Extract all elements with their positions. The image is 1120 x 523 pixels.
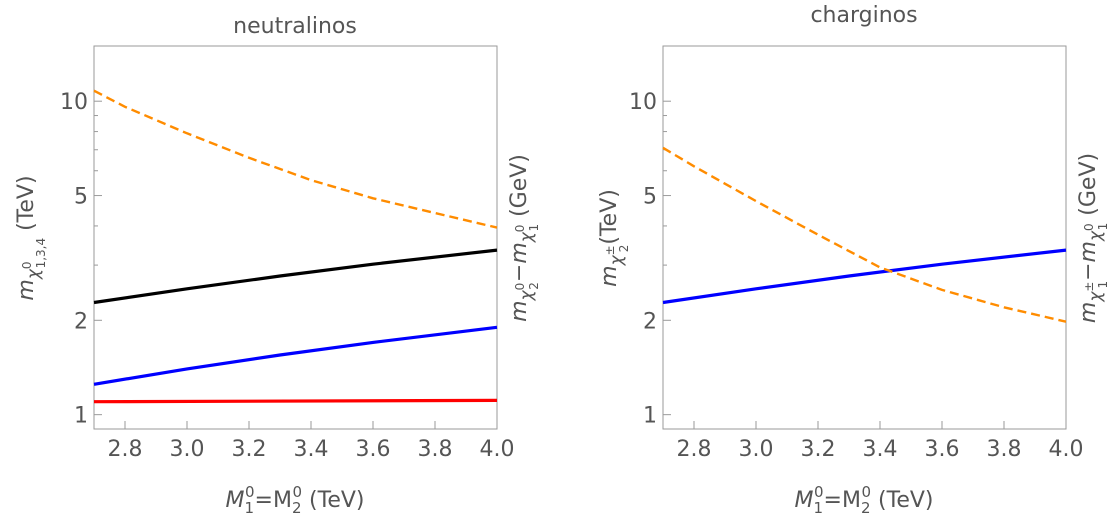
panel-title: neutralinos	[233, 14, 357, 39]
y-tick-label: 5	[643, 185, 657, 210]
series-line	[93, 398, 498, 404]
y-axis-label-left: mχ±2(TeV)	[597, 189, 631, 287]
plot-frame	[93, 45, 498, 430]
x-tick-label: 3.8	[987, 437, 1022, 462]
y-axis-label-right: mχ02−mχ01 (GeV)	[507, 154, 541, 322]
x-tick-label: 3.0	[739, 437, 774, 462]
x-axis-ticks: 2.8 3.0 3.2 3.4 3.6 3.8 4.0	[108, 421, 515, 462]
series-line	[93, 248, 498, 305]
series-line	[662, 146, 1067, 323]
x-tick-label: 3.2	[232, 437, 267, 462]
series-line	[93, 89, 498, 229]
x-axis-label: M10=M20 (TeV)	[794, 483, 933, 517]
y-tick-label: 2	[74, 309, 88, 334]
x-tick-label: 2.8	[677, 437, 712, 462]
x-tick-label: 3.4	[863, 437, 898, 462]
x-axis-label: M10=M20 (TeV)	[225, 483, 364, 517]
series-lines	[662, 146, 1067, 323]
x-tick-label: 3.6	[925, 437, 960, 462]
series-line	[662, 248, 1067, 305]
charginos-panel: charginos 2.8 3.0 3.2 3.4 3.6 3.8 4.0 1 2 5 10 M1…	[597, 3, 1110, 517]
x-axis-ticks: 2.8 3.0 3.2 3.4 3.6 3.8 4.0	[677, 421, 1084, 462]
y-axis-label-left: mχ01,3,4 (TeV)	[14, 175, 48, 300]
x-tick-label: 4.0	[1049, 437, 1084, 462]
y-axis-ticks: 1 2 5 10	[629, 90, 671, 429]
y-tick-label: 1	[643, 404, 657, 429]
x-tick-label: 4.0	[480, 437, 515, 462]
y-tick-label: 10	[629, 90, 657, 115]
x-tick-label: 3.8	[418, 437, 453, 462]
x-tick-label: 3.4	[294, 437, 329, 462]
x-tick-label: 3.0	[170, 437, 205, 462]
y-tick-label: 2	[643, 309, 657, 334]
series-lines	[93, 89, 498, 404]
y-axis-ticks: 1 2 5 10	[60, 90, 102, 429]
panel-title: charginos	[810, 3, 917, 28]
y-axis-label-right: mχ±1−mχ01 (GeV)	[1076, 153, 1110, 323]
y-tick-label: 10	[60, 90, 88, 115]
y-tick-label: 1	[74, 404, 88, 429]
x-tick-label: 2.8	[108, 437, 143, 462]
x-tick-label: 3.2	[801, 437, 836, 462]
x-tick-label: 3.6	[356, 437, 391, 462]
y-tick-label: 5	[74, 185, 88, 210]
plot-frame	[662, 45, 1067, 430]
series-line	[93, 325, 498, 386]
neutralinos-panel: neutralinos 2.8 3.0 3.2 3.4 3.6 3.8 4.0 12510 …	[14, 14, 541, 517]
